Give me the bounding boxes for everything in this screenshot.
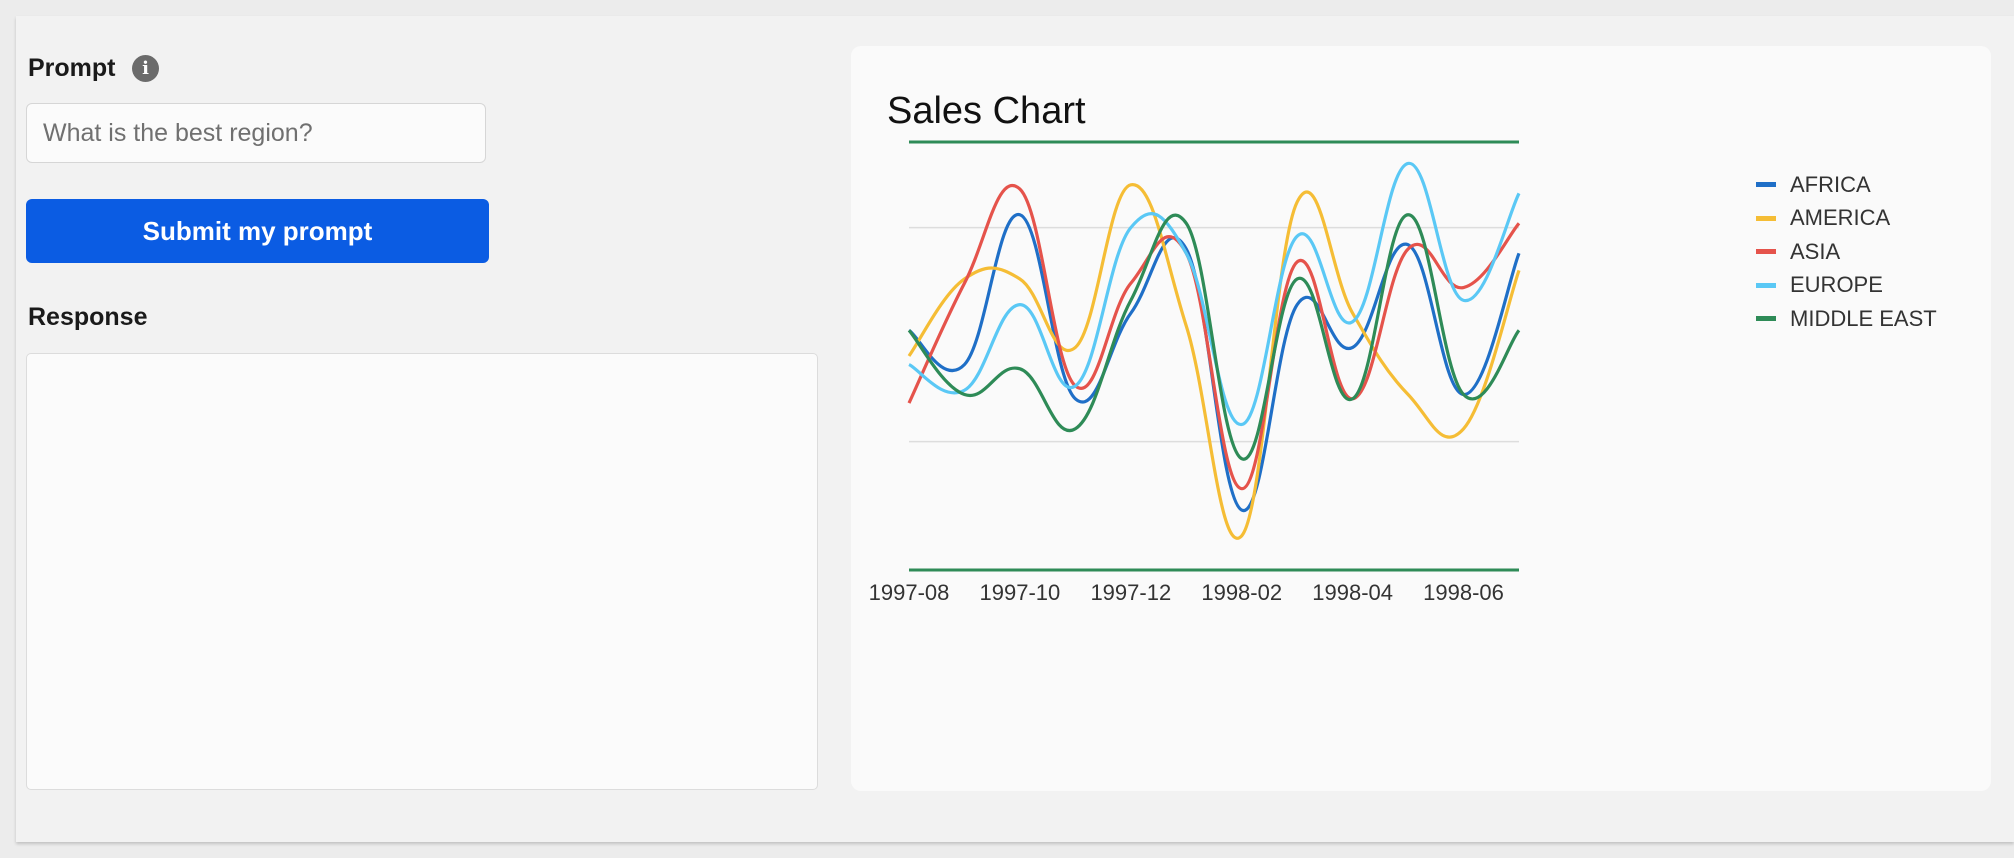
series-line-america [907, 183, 1521, 540]
chart-title: Sales Chart [887, 90, 1086, 132]
app-window: Prompt i Submit my prompt Response Sales… [16, 16, 2014, 842]
series-line-europe [908, 161, 1521, 427]
legend-swatch [1756, 316, 1776, 322]
x-tick-label: 1998-02 [1201, 580, 1282, 605]
legend-item-middle-east[interactable]: MIDDLE EAST [1756, 302, 1937, 336]
legend-swatch [1756, 215, 1776, 221]
series-line-africa [907, 213, 1521, 512]
chart-legend: AFRICA AMERICA ASIA EUROPE MIDDLE EAST [1756, 168, 1937, 336]
x-tick-label: 1997-10 [980, 580, 1061, 605]
legend-label: MIDDLE EAST [1790, 305, 1937, 331]
sales-chart: 1997-08 1997-10 1997-12 1998-02 1998-04 1998-… [869, 140, 1521, 605]
submit-prompt-button[interactable]: Submit my prompt [26, 199, 489, 263]
sales-chart-card: Sales Chart 1997-08 1997-10 1997-12 1998-02… [851, 46, 1991, 791]
x-tick-label: 1998-06 [1423, 580, 1504, 605]
x-tick-label: 1998-04 [1312, 580, 1393, 605]
series-line-asia [907, 184, 1521, 491]
prompt-label: Prompt [28, 54, 116, 82]
legend-label: ASIA [1790, 238, 1841, 264]
x-tick-label: 1997-08 [869, 580, 950, 605]
x-tick-label: 1997-12 [1090, 580, 1171, 605]
info-icon[interactable]: i [132, 55, 159, 82]
prompt-panel: Prompt i Submit my prompt Response [16, 16, 846, 842]
legend-label: AFRICA [1790, 171, 1871, 197]
legend-swatch [1756, 249, 1776, 255]
legend-item-asia[interactable]: ASIA [1756, 235, 1937, 269]
series-line-middle-east [907, 213, 1521, 461]
legend-item-europe[interactable]: EUROPE [1756, 269, 1937, 303]
legend-item-africa[interactable]: AFRICA [1756, 168, 1937, 202]
legend-swatch [1756, 182, 1776, 188]
legend-label: AMERICA [1790, 205, 1891, 231]
prompt-input[interactable] [26, 103, 486, 163]
legend-label: EUROPE [1790, 272, 1883, 298]
legend-swatch [1756, 282, 1776, 288]
response-box[interactable] [26, 353, 818, 790]
response-label: Response [28, 303, 148, 331]
legend-item-america[interactable]: AMERICA [1756, 202, 1937, 236]
